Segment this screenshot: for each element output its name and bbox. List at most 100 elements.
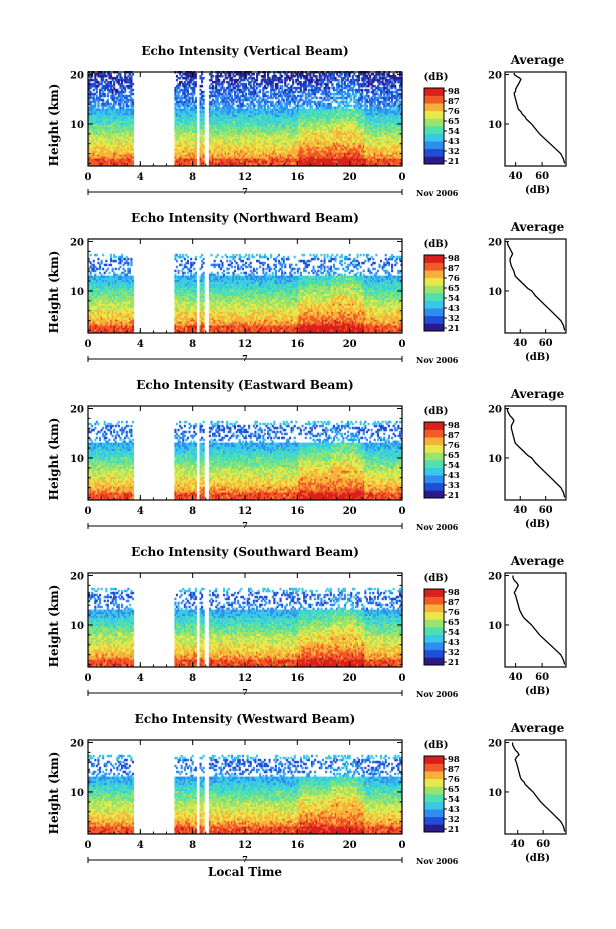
heatmap-cell: [199, 128, 202, 131]
heatmap-cell: [201, 106, 204, 110]
heatmap-cell: [188, 122, 191, 125]
heatmap-cell: [191, 142, 194, 145]
heatmap-cell: [199, 164, 202, 167]
heatmap-cell: [185, 130, 188, 133]
heatmap-cell: [91, 75, 94, 78]
heatmap-cell: [179, 138, 182, 141]
heatmap-cell: [191, 126, 194, 129]
heatmap-cell: [128, 154, 131, 157]
heatmap-cell: [191, 104, 194, 108]
heatmap-cell: [188, 114, 191, 117]
heatmap-cell: [94, 86, 97, 90]
heatmap-cell: [127, 146, 130, 149]
heatmap-cell: [122, 140, 125, 143]
heatmap-cell: [191, 116, 194, 119]
heatmap-cell: [110, 126, 113, 129]
heatmap-cell: [183, 94, 186, 98]
heatmap-cell: [92, 142, 95, 145]
heatmap-cell: [202, 120, 205, 123]
heatmap-cell: [132, 82, 135, 86]
heatmap-cell: [99, 164, 102, 167]
heatmap-cell: [94, 92, 97, 96]
heatmap-cell: [194, 160, 197, 163]
heatmap-cell: [315, 75, 318, 78]
heatmap-cell: [114, 122, 117, 125]
heatmap-cell: [95, 116, 98, 119]
heatmap-cell: [97, 82, 100, 86]
heatmap-cell: [119, 116, 122, 119]
heatmap-cell: [91, 128, 94, 131]
heatmap-cell: [186, 124, 189, 127]
heatmap-cell: [113, 138, 116, 141]
heatmap-cell: [117, 100, 120, 104]
heatmap-cell: [130, 144, 133, 147]
heatmap-cell: [202, 126, 205, 129]
heatmap-cell: [102, 142, 105, 145]
heatmap-cell: [91, 132, 94, 135]
heatmap-cell: [199, 158, 202, 161]
heatmap-cell: [100, 116, 103, 119]
heatmap-cell: [202, 152, 205, 155]
heatmap-cell: [193, 156, 196, 159]
heatmap-cell: [210, 130, 213, 133]
heatmap-cell: [110, 142, 113, 145]
heatmap-cell: [194, 146, 197, 149]
heatmap-cell: [99, 146, 102, 149]
heatmap-cell: [102, 116, 105, 119]
heatmap-cell: [97, 144, 100, 147]
heatmap-cell: [119, 78, 122, 82]
heatmap-cell: [201, 156, 204, 159]
heatmap-cell: [193, 122, 196, 125]
heatmap-cell: [179, 112, 182, 116]
heatmap-cell: [210, 132, 213, 135]
heatmap-cell: [122, 132, 125, 135]
heatmap-cell: [194, 104, 197, 108]
heatmap-cell: [127, 94, 130, 98]
heatmap-cell: [100, 76, 103, 80]
heatmap-cell: [175, 116, 178, 119]
heatmap-cell: [100, 162, 103, 165]
heatmap-cell: [191, 122, 194, 125]
heatmap-cell: [113, 142, 116, 145]
heatmap-cell: [106, 160, 109, 163]
heatmap-cell: [91, 146, 94, 149]
heatmap-cell: [125, 152, 128, 155]
heatmap-cell: [97, 73, 100, 76]
heatmap-cell: [191, 98, 194, 102]
heatmap-cell: [95, 84, 98, 88]
heatmap-cell: [125, 122, 128, 125]
heatmap-cell: [92, 84, 95, 88]
heatmap-cell: [179, 130, 182, 133]
heatmap-cell: [91, 156, 94, 159]
heatmap-cell: [97, 154, 100, 157]
heatmap-cell: [185, 148, 188, 151]
heatmap-cell: [132, 136, 135, 139]
heatmap-cell: [117, 110, 120, 114]
heatmap-cell: [281, 78, 284, 82]
heatmap-cell: [188, 150, 191, 153]
heatmap-cell: [130, 86, 133, 90]
heatmap-cell: [125, 150, 128, 153]
heatmap-cell: [186, 138, 189, 141]
heatmap-cell: [103, 126, 106, 129]
heatmap-cell: [95, 152, 98, 155]
heatmap-cell: [183, 152, 186, 155]
heatmap-cell: [119, 108, 122, 112]
heatmap-cell: [254, 104, 257, 108]
heatmap-cell: [194, 96, 197, 100]
heatmap-cell: [282, 98, 285, 102]
heatmap-cell: [199, 84, 202, 88]
heatmap-cell: [132, 116, 135, 119]
heatmap-cell: [121, 156, 124, 159]
heatmap-cell: [99, 96, 102, 100]
heatmap-cell: [208, 144, 211, 147]
heatmap-cell: [125, 130, 128, 133]
heatmap-cell: [174, 88, 177, 92]
heatmap-cell: [182, 134, 185, 137]
heatmap-cell: [194, 112, 197, 116]
heatmap-cell: [102, 94, 105, 98]
heatmap-cell: [188, 73, 191, 76]
heatmap-cell: [103, 108, 106, 112]
heatmap-cell: [114, 76, 117, 80]
heatmap-cell: [179, 148, 182, 151]
